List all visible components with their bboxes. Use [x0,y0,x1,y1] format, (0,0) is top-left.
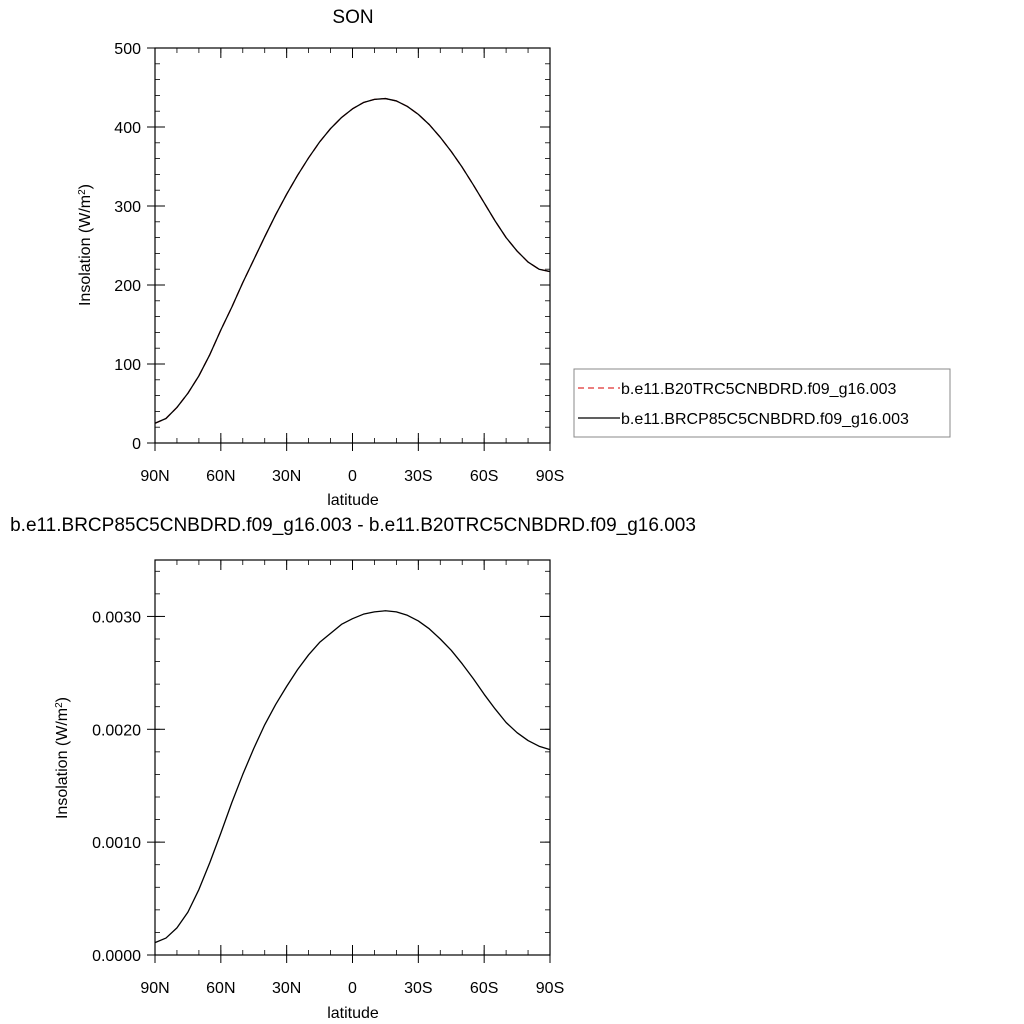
legend-box [573,368,951,438]
x-tick-label: 90S [536,980,564,997]
x-tick-label: 30S [404,468,432,485]
bottom-chart: b.e11.BRCP85C5CNBDRD.f09_g16.003 - b.e11… [10,515,696,1022]
top-chart-frame [154,47,551,444]
top-chart-ylabel: Insolation (W/m2) [77,184,95,306]
x-tick-label: 90S [536,468,564,485]
y-tick-label: 0.0020 [92,722,141,739]
y-tick-label: 0.0010 [92,835,141,852]
bottom-chart-lines [154,610,551,944]
bottom-chart-ylabel: Insolation (W/m2) [54,697,72,819]
x-tick-label: 0 [348,468,357,485]
x-tick-label: 90N [140,468,169,485]
legend-entry-series-0: b.e11.B20TRC5CNBDRD.f09_g16.003 [621,381,897,398]
series-line-0 [154,610,551,944]
x-tick-label: 60S [470,468,498,485]
bottom-chart-ticks: 0.0000 0.0010 0.0020 0.0030 90N 60N 30N 0 30S 60S… [92,560,564,997]
legend-entry-series-1: b.e11.BRCP85C5CNBDRD.f09_g16.003 [621,411,909,428]
y-tick-label: 100 [114,357,141,374]
y-tick-label: 300 [114,199,141,216]
y-tick-label: 0 [132,436,141,453]
series-line-1 [154,97,551,424]
x-tick-label: 0 [348,980,357,997]
y-tick-label: 0.0000 [92,948,141,965]
x-tick-label: 60N [206,980,235,997]
x-tick-label: 30N [272,980,301,997]
legend: b.e11.B20TRC5CNBDRD.f09_g16.003 b.e11.BR… [573,368,951,438]
y-tick-label: 200 [114,278,141,295]
x-tick-label: 30N [272,468,301,485]
y-tick-label: 500 [114,41,141,58]
y-tick-label: 400 [114,120,141,137]
top-chart-ticks: 0 100 200 300 400 500 90N 60N 30N 0 30S 60S 90S [114,41,564,485]
top-chart-xlabel: latitude [327,492,379,509]
top-chart-lines [154,97,551,424]
x-tick-label: 60N [206,468,235,485]
series-line-0 [154,97,551,424]
y-tick-label: 0.0030 [92,609,141,626]
bottom-chart-title: b.e11.BRCP85C5CNBDRD.f09_g16.003 - b.e11… [10,515,696,536]
x-tick-label: 60S [470,980,498,997]
bottom-chart-xlabel: latitude [327,1005,379,1022]
x-tick-label: 90N [140,980,169,997]
top-chart-title: SON [332,7,373,28]
x-tick-label: 30S [404,980,432,997]
